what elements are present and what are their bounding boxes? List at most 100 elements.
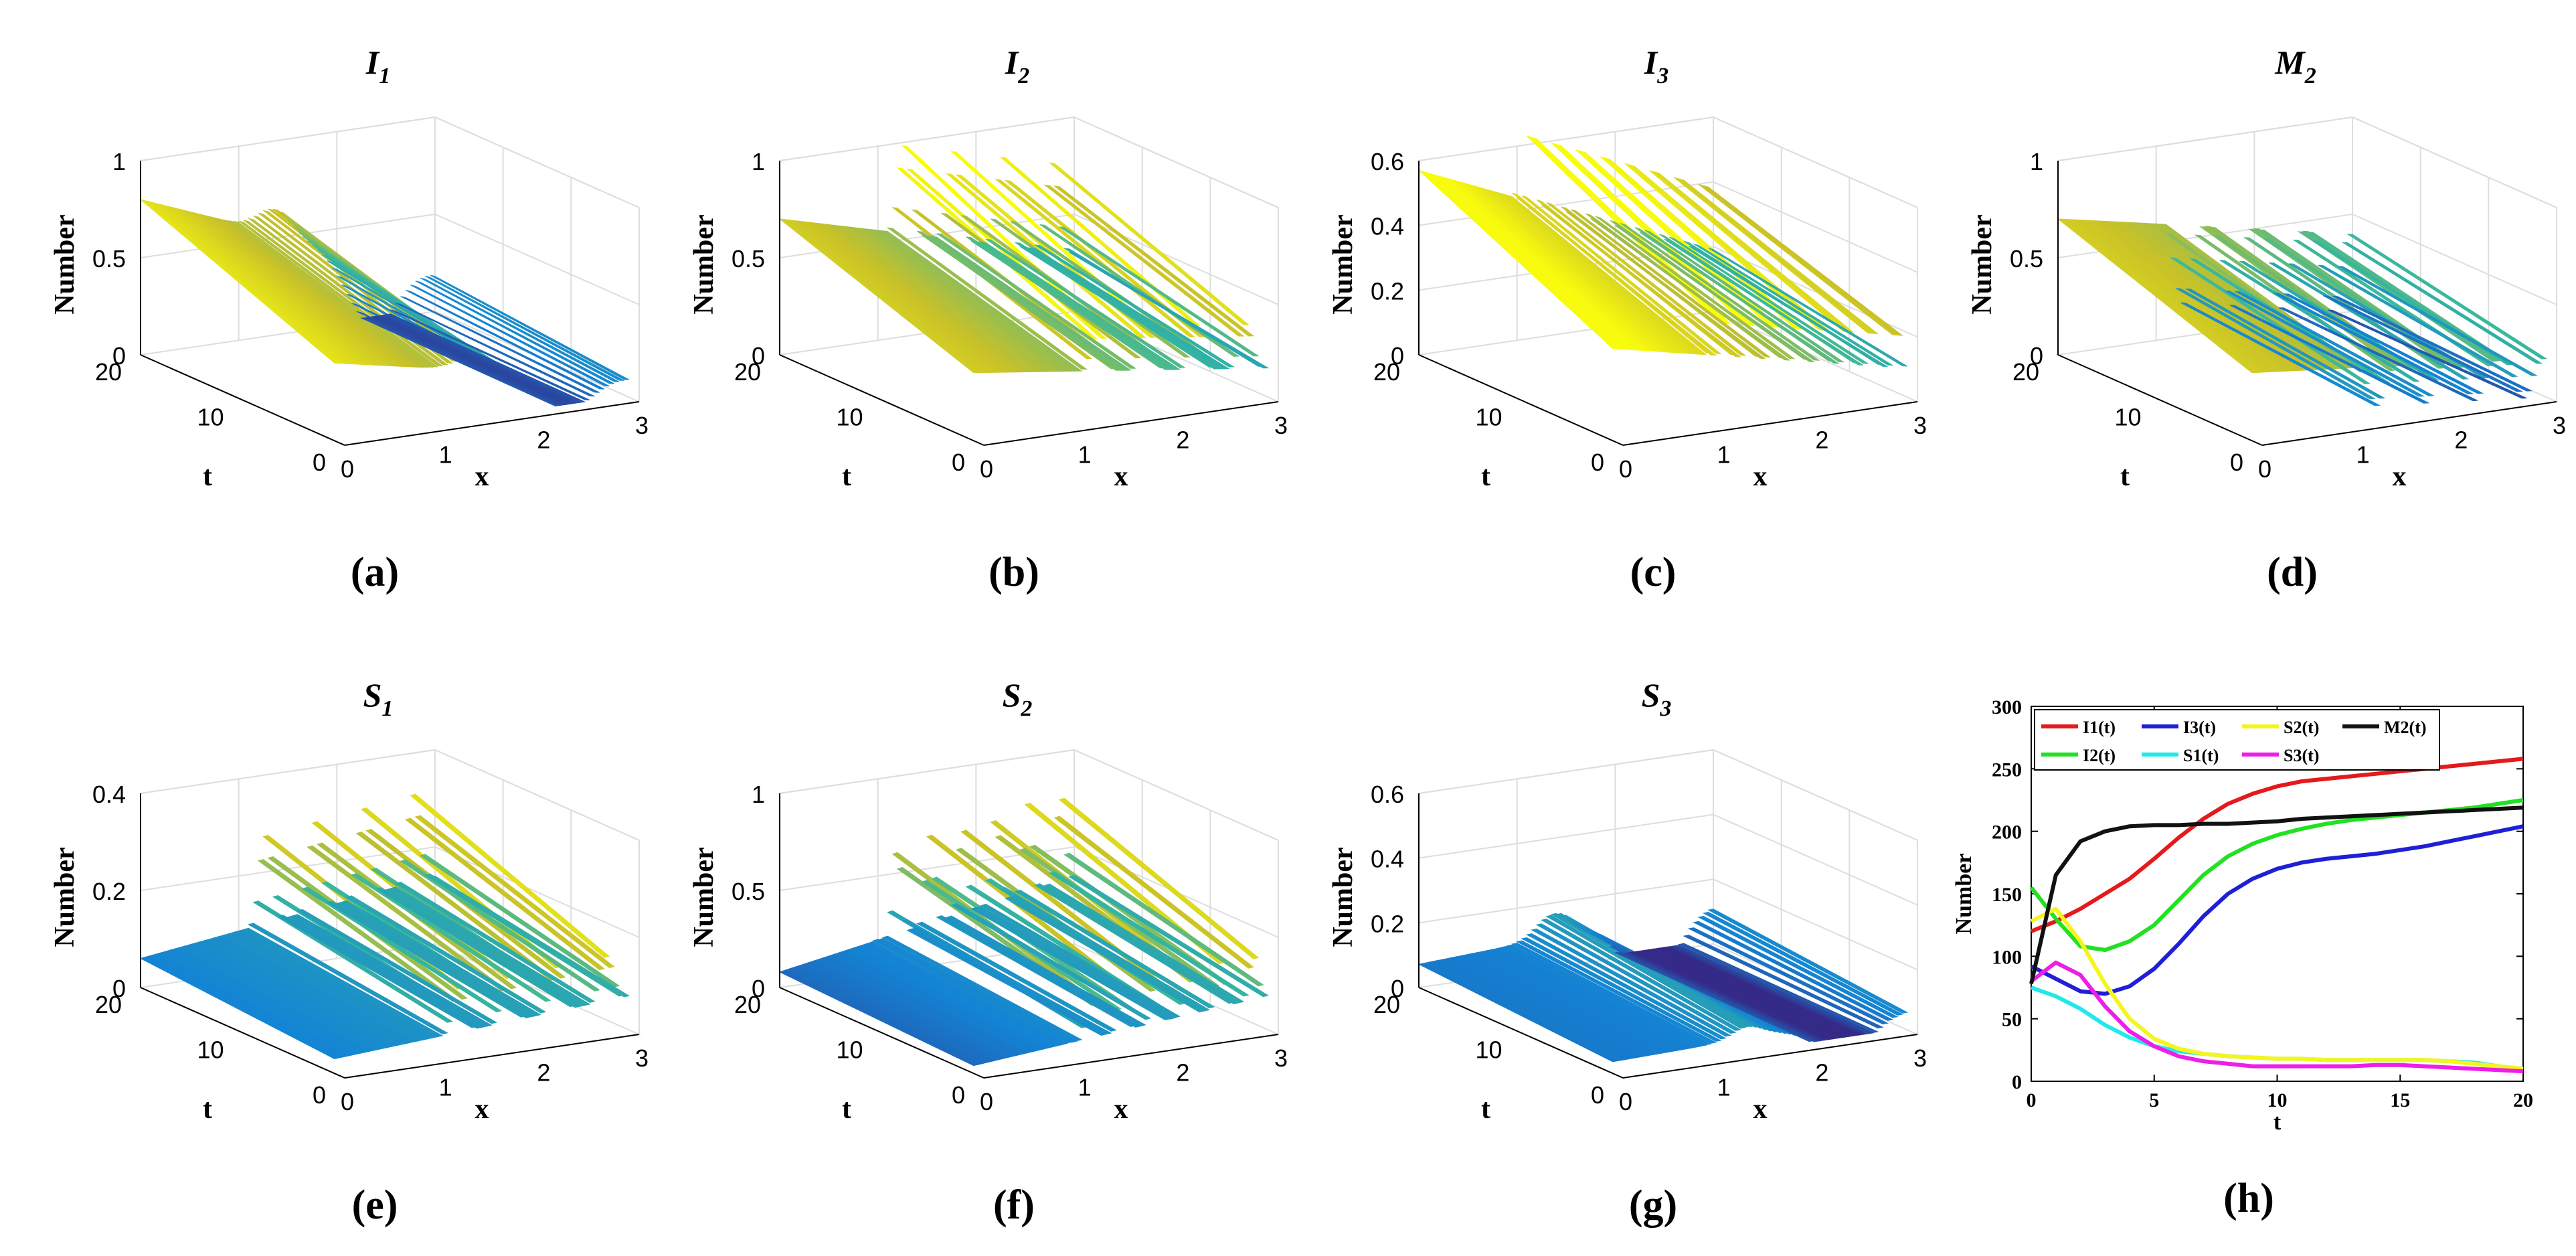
t-axis-line xyxy=(1418,354,1624,446)
y-tick-label: 250 xyxy=(1992,759,2022,781)
z-tick-label: 0.4 xyxy=(92,781,126,808)
wall-gridline xyxy=(1418,749,1918,841)
surface-patch xyxy=(1053,185,1255,337)
surface-patch xyxy=(1571,209,1772,358)
panel-caption: (a) xyxy=(351,550,399,595)
surface-patch xyxy=(2332,295,2532,392)
surface-patch xyxy=(916,921,1117,1032)
surface-patch xyxy=(1546,202,1747,356)
surface-patch xyxy=(2337,266,2538,376)
surface-panels: 00.51012301020xtNumberI1(a)00.5101230102… xyxy=(50,44,2566,1228)
wall-gridline xyxy=(140,846,640,938)
z-tick-label: 0.5 xyxy=(2010,245,2043,272)
x-axis-label: x xyxy=(1114,461,1128,492)
z-tick-label: 0.6 xyxy=(1371,781,1404,808)
wall-gridline xyxy=(1418,116,1918,208)
legend-label: S2(t) xyxy=(2284,718,2319,737)
z-tick-label: 1 xyxy=(752,781,765,808)
x-tick-label: 2 xyxy=(2454,426,2468,454)
x-tick-label: 10 xyxy=(2267,1089,2288,1111)
surface-patch xyxy=(1014,889,1215,1009)
legend-label: I2(t) xyxy=(2083,746,2116,765)
surface-patch xyxy=(410,285,610,387)
x-tick-label: 1 xyxy=(439,441,452,468)
y-tick-label: 150 xyxy=(1992,884,2022,906)
y-tick-label: 50 xyxy=(2002,1009,2022,1031)
t-axis-line xyxy=(1418,987,1624,1079)
z-axis-label: Number xyxy=(50,847,80,947)
surface-patch xyxy=(1043,883,1245,1004)
surface-patch xyxy=(410,793,610,958)
z-tick-label: 0 xyxy=(112,975,126,1002)
z-axis-label: Number xyxy=(1328,847,1359,947)
x-axis-line xyxy=(1622,1034,1918,1079)
x-tick-label: 3 xyxy=(635,1044,649,1072)
x-axis-line xyxy=(983,401,1279,446)
surface-patch xyxy=(1516,940,1717,1044)
surface-patch xyxy=(1565,211,1766,360)
z-tick-label: 0.4 xyxy=(1371,213,1404,240)
surface-patch xyxy=(1545,915,1747,1029)
surface-patch xyxy=(1679,178,1879,335)
surface-patch xyxy=(1620,223,1820,361)
t-tick-label: 10 xyxy=(836,404,863,431)
panel-caption: (g) xyxy=(1629,1182,1677,1228)
box-top-edge xyxy=(2057,116,2557,208)
surface-patch xyxy=(975,906,1176,1020)
surface-patch xyxy=(1668,236,1869,364)
z-tick-label: 0 xyxy=(112,342,126,370)
z-tick-label: 0.2 xyxy=(92,878,126,905)
x-axis-line xyxy=(983,1034,1279,1079)
surface-patch xyxy=(345,895,547,1014)
z-axis-label: Number xyxy=(1328,214,1359,314)
surface-patch xyxy=(1068,874,1270,998)
t-tick-label: 0 xyxy=(1591,449,1604,476)
surface-patch xyxy=(2346,234,2548,360)
t-tick-label: 10 xyxy=(1475,404,1502,431)
surface-patch xyxy=(886,227,1088,370)
t-tick-label: 10 xyxy=(1475,1036,1502,1064)
surface-patch xyxy=(419,854,620,988)
surface-patch xyxy=(2322,295,2524,392)
surface-patch xyxy=(1029,247,1230,370)
t-axis-label: t xyxy=(1481,1094,1490,1125)
z-tick-label: 0 xyxy=(1391,342,1404,370)
surface-patch xyxy=(1697,916,1899,1018)
surface-patch xyxy=(425,275,624,381)
x-tick-label: 0 xyxy=(341,455,354,483)
t-tick-label: 20 xyxy=(95,358,122,386)
surface-patch xyxy=(1615,225,1816,363)
surface-patch xyxy=(1035,244,1235,368)
surface-patch xyxy=(881,230,1083,372)
x-tick-label: 5 xyxy=(2149,1089,2159,1111)
x-axis-label: x xyxy=(1114,1094,1128,1125)
surface-patch xyxy=(430,274,629,380)
panel-title: S2 xyxy=(1003,676,1033,721)
surface-patch xyxy=(1525,933,1727,1040)
x-axis-label: x xyxy=(1753,461,1768,492)
surface-patch xyxy=(1654,171,1855,333)
series-line-I3(t) xyxy=(2030,824,2524,996)
surface-patch xyxy=(2180,302,2381,406)
x-tick-label: 1 xyxy=(1717,441,1731,468)
z-tick-label: 0.6 xyxy=(1371,148,1404,175)
t-tick-label: 0 xyxy=(313,1081,326,1109)
x-tick-label: 0 xyxy=(1619,455,1632,483)
surface-patch xyxy=(1639,232,1840,364)
t-axis-line xyxy=(779,354,984,446)
x-tick-label: 0 xyxy=(980,455,993,483)
surface-patch xyxy=(1707,909,1909,1014)
wall-gridline xyxy=(140,749,640,841)
x-tick-label: 3 xyxy=(635,412,649,439)
t-tick-label: 0 xyxy=(2230,449,2243,476)
legend-label: S3(t) xyxy=(2284,746,2319,765)
panel-title: I3 xyxy=(1644,44,1668,88)
panel-caption: (b) xyxy=(989,550,1039,595)
z-tick-label: 0.2 xyxy=(1371,277,1404,305)
surface-patch xyxy=(429,875,630,998)
x-tick-label: 2 xyxy=(1176,1059,1189,1087)
legend-label: I3(t) xyxy=(2183,718,2216,737)
wall-gridline xyxy=(779,116,1279,208)
